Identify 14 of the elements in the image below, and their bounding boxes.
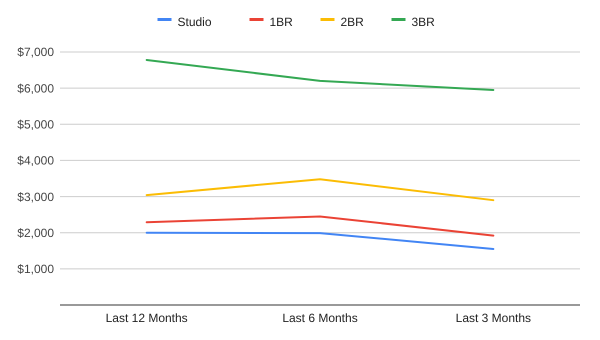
y-tick-label: $5,000 <box>17 117 54 132</box>
x-tick-label: Last 6 Months <box>282 311 358 325</box>
y-tick-label: $2,000 <box>17 226 54 240</box>
legend-label: 2BR <box>340 15 364 30</box>
y-tick-label: $7,000 <box>17 45 54 60</box>
y-tick-label: $6,000 <box>17 81 54 96</box>
x-tick-label: Last 3 Months <box>456 311 532 325</box>
legend-label: 1BR <box>270 15 294 30</box>
legend-label: Studio <box>178 15 212 30</box>
y-tick-label: $4,000 <box>17 154 54 168</box>
y-tick-label: $3,000 <box>17 190 54 204</box>
y-tick-label: $1,000 <box>17 262 54 276</box>
legend-label: 3BR <box>412 15 436 30</box>
x-tick-label: Last 12 Months <box>106 311 188 325</box>
